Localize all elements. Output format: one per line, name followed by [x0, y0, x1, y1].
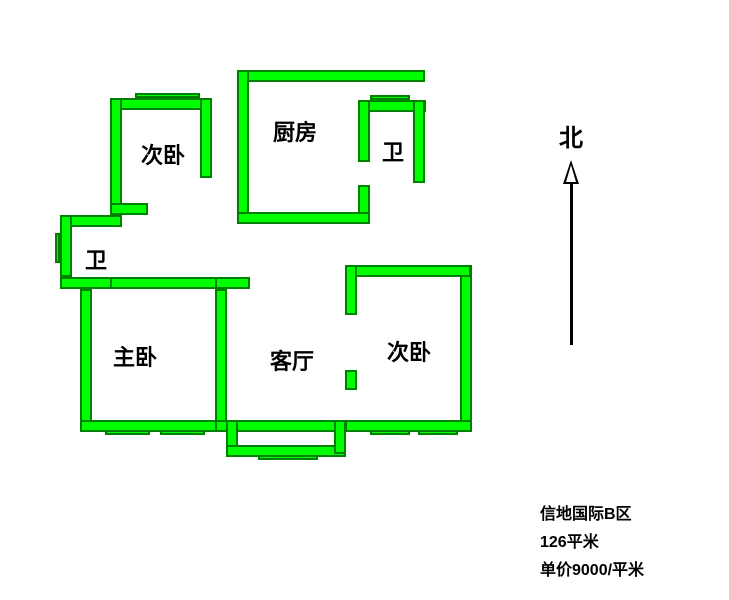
room-label-bathroom_2: 卫: [85, 243, 107, 275]
room-label-secondary_bedroom_2: 次卧: [387, 335, 431, 367]
wall-left-notch-v: [60, 215, 72, 277]
wall-right-upper-h: [345, 265, 471, 277]
compass-arrow-head-inner: [566, 165, 576, 182]
wall-top-left-h: [110, 98, 210, 110]
wall-left-outer-low-v: [80, 289, 92, 423]
wall-master-r-stub: [215, 277, 250, 289]
info-line-1: 126平米: [540, 528, 599, 552]
wall-right-inner-v2: [345, 370, 357, 390]
room-label-kitchen: 厨房: [273, 115, 317, 147]
wall-sill-br2: [418, 430, 458, 435]
wall-mid-span-h: [110, 277, 226, 289]
wall-master-right-v: [215, 289, 227, 423]
room-label-secondary_bedroom_1: 次卧: [141, 138, 185, 170]
compass-arrow-line: [570, 180, 573, 345]
wall-mid-left-v: [200, 98, 212, 178]
wall-sill-br1: [370, 430, 410, 435]
room-label-living_room: 客厅: [270, 344, 314, 376]
wall-left-outer-up-v: [110, 98, 122, 215]
info-line-0: 信地国际B区: [540, 500, 632, 524]
wall-top-right-h: [237, 70, 425, 82]
wall-right-outer-up-v: [460, 265, 472, 431]
compass-label: 北: [559, 118, 583, 153]
room-label-bathroom_1: 卫: [382, 135, 404, 167]
wall-right-inner-v: [345, 265, 357, 315]
wall-sill-bl2: [160, 430, 205, 435]
wall-mid-center-h: [237, 212, 370, 224]
wall-sill-bl1: [105, 430, 150, 435]
wall-sill-ln: [55, 233, 60, 263]
room-label-master_bedroom: 主卧: [113, 340, 157, 372]
wall-sill-bm: [258, 455, 318, 460]
wall-sill-tr: [370, 95, 410, 100]
wall-kitchen-left-v: [237, 70, 249, 216]
wall-bath-right-v: [413, 100, 425, 183]
wall-mid-left-h: [110, 203, 148, 215]
wall-kitchen-right-v1: [358, 100, 370, 162]
info-line-2: 单价9000/平米: [540, 556, 644, 580]
wall-sill-tl: [135, 93, 200, 98]
